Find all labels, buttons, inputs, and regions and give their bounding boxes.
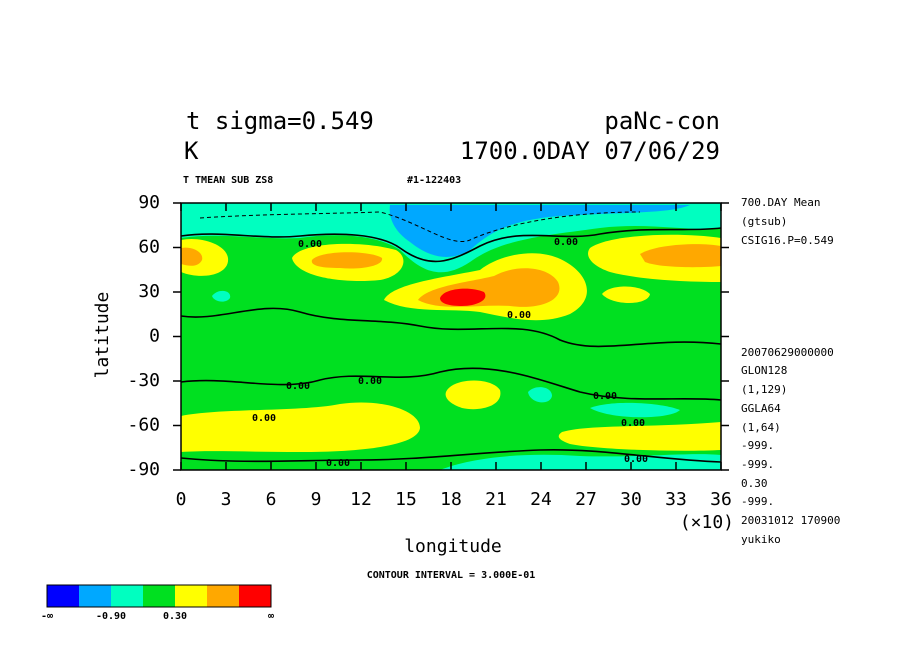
fill-region: [181, 247, 203, 266]
x-tick-label: 36: [710, 489, 732, 510]
x-tick-label: 6: [266, 489, 277, 510]
fill-region: [590, 402, 680, 418]
y-axis-label: latitude: [92, 292, 113, 379]
title-right: paNc-con: [604, 107, 720, 135]
fill-region: [212, 290, 231, 302]
y-tick-label: -60: [127, 415, 160, 436]
fill-region: [181, 238, 229, 276]
contour-label: 0.00: [507, 310, 531, 321]
contour-interval: CONTOUR INTERVAL = 3.000E-01: [367, 570, 536, 581]
fill-region: [640, 244, 721, 268]
fill-region: [528, 387, 552, 403]
fill-region: [440, 454, 721, 470]
date: 1700.0DAY 07/06/29: [460, 137, 720, 165]
y-tick-label: 60: [138, 237, 160, 258]
contour-label: 0.00: [554, 237, 578, 248]
colorbar-swatch: [175, 585, 207, 607]
x-tick-label: 15: [395, 489, 417, 510]
info-text: (1,129): [741, 383, 787, 396]
contour-label: 0.00: [624, 454, 648, 465]
x-tick-label: 21: [485, 489, 507, 510]
y-tick-label: 0: [149, 326, 160, 347]
info-text: 20070629000000: [741, 346, 834, 359]
contour-label: 0.00: [358, 376, 382, 387]
colorbar-swatch: [143, 585, 175, 607]
colorbar-swatch: [47, 585, 79, 607]
y-tick-label: -30: [127, 370, 160, 391]
x-tick-label: 30: [620, 489, 642, 510]
contour-label: 0.00: [298, 239, 322, 250]
colorbar-label: -0.90: [96, 611, 126, 622]
contour-label: 0.00: [621, 418, 645, 429]
contour-field: [181, 203, 721, 470]
subtitle-right: #1-122403: [407, 175, 461, 186]
contour-label: 0.00: [252, 413, 276, 424]
x-tick-label: 24: [530, 489, 552, 510]
fill-region: [558, 422, 721, 451]
colorbar-swatch: [79, 585, 111, 607]
info-text: GGLA64: [741, 402, 781, 415]
info-text: 0.30: [741, 477, 768, 490]
info-text: (1,64): [741, 421, 781, 434]
contour-label: 0.00: [593, 391, 617, 402]
info-text: -999.: [741, 495, 774, 508]
x-scale-note: (×10): [680, 512, 734, 533]
subtitle-left: T TMEAN SUB ZS8: [183, 175, 273, 186]
info-text: (gtsub): [741, 215, 787, 228]
y-tick-label: 30: [138, 281, 160, 302]
fill-region: [445, 380, 501, 410]
unit: K: [184, 137, 199, 165]
x-tick-label: 0: [176, 489, 187, 510]
x-tick-label: 18: [440, 489, 462, 510]
colorbar-frame: [46, 584, 272, 608]
contour-label: 0.00: [286, 381, 310, 392]
info-text: -999.: [741, 458, 774, 471]
colorbar-swatch: [111, 585, 143, 607]
info-text: -999.: [741, 439, 774, 452]
colorbar-swatch: [207, 585, 239, 607]
x-tick-label: 33: [665, 489, 687, 510]
colorbar-swatch: [239, 585, 271, 607]
contour-line: [181, 227, 721, 263]
info-text: yukiko: [741, 533, 781, 546]
fill-region: [311, 252, 383, 269]
info-text: GLON128: [741, 364, 787, 377]
contour-line: [181, 448, 721, 463]
x-axis-label: longitude: [404, 536, 502, 557]
info-text: 700.DAY Mean: [741, 196, 820, 209]
x-tick-label: 3: [221, 489, 232, 510]
x-tick-label: 12: [350, 489, 372, 510]
contour-label: 0.00: [326, 458, 350, 469]
contour-line: [181, 367, 721, 401]
x-tick-label: 9: [311, 489, 322, 510]
info-text: 20031012 170900: [741, 514, 840, 527]
colorbar-label: 0.30: [163, 611, 187, 622]
fill-region: [602, 286, 650, 303]
x-tick-label: 27: [575, 489, 597, 510]
title-left: t sigma=0.549: [186, 107, 374, 135]
fill-region: [181, 402, 420, 452]
colorbar-label: ∞: [268, 611, 274, 622]
y-tick-label: 90: [138, 192, 160, 213]
y-tick-label: -90: [127, 459, 160, 480]
fill-region: [440, 288, 486, 306]
contour-line: [181, 307, 721, 348]
contour-line: [199, 211, 641, 242]
colorbar-label: -∞: [41, 611, 53, 622]
fill-region: [389, 205, 690, 257]
info-text: CSIG16.P=0.549: [741, 234, 834, 247]
